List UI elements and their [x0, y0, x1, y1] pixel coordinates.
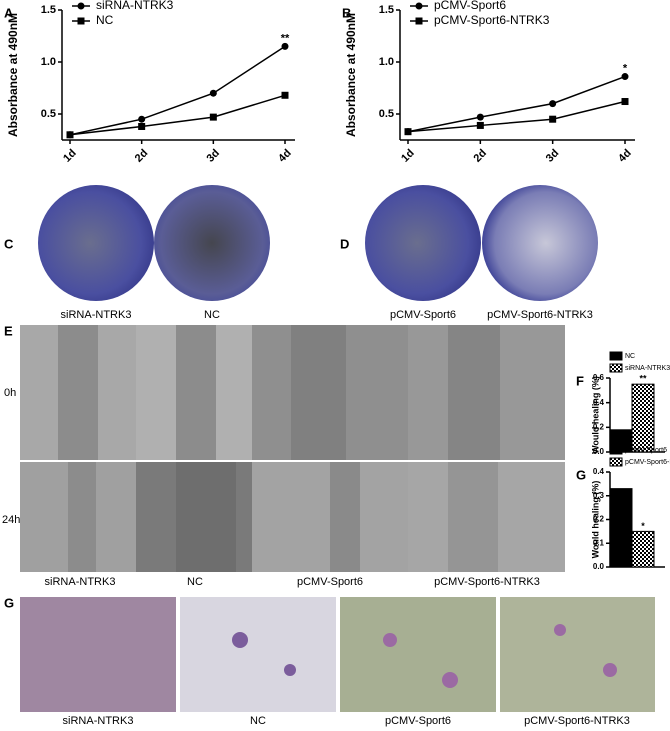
wound-images [20, 325, 565, 572]
legend-swatch [609, 351, 623, 361]
colony-images [38, 185, 598, 301]
annotation: ** [639, 374, 647, 384]
x-tick-label: 4d [616, 147, 634, 165]
y-tick-label: 0.2 [593, 422, 605, 431]
y-tick-label: 0.3 [593, 491, 605, 500]
row-label: 0h [4, 387, 16, 399]
row-label: 24h [2, 514, 20, 526]
panel-label: C [4, 236, 14, 251]
caption: siRNA-NTRK3 [63, 715, 134, 727]
legend-label: NC [625, 353, 635, 360]
point [621, 73, 629, 81]
y-tick-label: 1.5 [379, 4, 394, 16]
y-axis-label: Absorbance at 490nM [6, 13, 20, 137]
annotation: * [623, 62, 628, 74]
y-tick-label: 0.4 [593, 467, 605, 476]
legend-label: pCMV-Sport6-NTRK3 [434, 13, 550, 27]
point [621, 98, 629, 106]
x-tick-label: 3d [204, 147, 222, 165]
x-tick-label: 4d [276, 147, 294, 165]
point [209, 89, 217, 97]
point [281, 91, 289, 99]
legend-marker [77, 2, 85, 10]
y-tick-label: 1.0 [379, 56, 394, 68]
point [138, 115, 146, 123]
panel-label: G [576, 467, 586, 482]
legend-marker [415, 17, 423, 25]
x-tick-label: 3d [544, 147, 562, 165]
caption: siRNA-NTRK3 [45, 576, 116, 588]
legend-swatch [609, 363, 623, 373]
caption: pCMV-Sport6 [390, 309, 456, 321]
bar [609, 488, 633, 568]
y-tick-label: 1.0 [41, 56, 56, 68]
y-tick-label: 0.0 [593, 562, 605, 571]
bar [631, 530, 655, 568]
point [549, 115, 557, 123]
legend-label: NC [96, 13, 114, 27]
y-tick-label: 0.4 [593, 398, 605, 407]
panel-label: E [4, 323, 13, 338]
caption: pCMV-Sport6 [385, 715, 451, 727]
y-tick-label: 1.5 [41, 4, 56, 16]
legend-swatch [609, 457, 623, 467]
legend-label: siRNA-NTRK3 [96, 0, 174, 12]
x-tick-label: 1d [61, 147, 79, 165]
series-line [407, 75, 626, 133]
legend-label: siRNA-NTRK3 [625, 365, 670, 372]
point [281, 42, 289, 50]
x-tick-label: 1d [399, 147, 417, 165]
point [549, 100, 557, 108]
panel-label: D [340, 236, 349, 251]
y-axis-label: Would healing (%) [590, 481, 600, 559]
y-tick-label: 0.5 [41, 108, 56, 120]
y-tick-label: 0.5 [379, 108, 394, 120]
series-line [69, 94, 286, 136]
y-axis-label: Absorbance at 490nM [344, 13, 358, 137]
annotation: ** [281, 32, 290, 44]
transwell-images [20, 597, 655, 712]
y-tick-label: 0.2 [593, 515, 605, 524]
point [404, 128, 412, 136]
legend-marker [77, 17, 85, 25]
panel-label: A [4, 5, 14, 20]
legend-marker [415, 2, 423, 10]
x-tick-label: 2d [133, 147, 151, 165]
panel-label: B [342, 5, 351, 20]
point [476, 113, 484, 121]
caption: pCMV-Sport6 [297, 576, 363, 588]
panel-label: G [4, 595, 14, 610]
point [66, 131, 74, 139]
point [138, 122, 146, 130]
y-tick-label: 0.0 [593, 447, 605, 456]
caption: pCMV-Sport6-NTRK3 [434, 576, 540, 588]
legend-label: pCMV-Sport6-NTRK3 [625, 459, 670, 466]
legend-label: pCMV-Sport6 [434, 0, 506, 12]
panel-label: F [576, 373, 584, 388]
legend-label: pCMV-Sport6 [625, 447, 667, 454]
caption: pCMV-Sport6-NTRK3 [524, 715, 630, 727]
caption: NC [187, 576, 203, 588]
caption: NC [250, 715, 266, 727]
point [476, 121, 484, 129]
legend-swatch [609, 445, 623, 455]
caption: NC [204, 309, 220, 321]
caption: siRNA-NTRK3 [61, 309, 132, 321]
bar [631, 383, 655, 453]
point [209, 113, 217, 121]
caption: pCMV-Sport6-NTRK3 [487, 309, 593, 321]
y-tick-label: 0.1 [593, 538, 605, 547]
series-line [69, 45, 286, 136]
x-tick-label: 2d [471, 147, 489, 165]
y-axis-label: Would healing (%) [590, 376, 600, 454]
y-tick-label: 0.6 [593, 373, 605, 382]
series-line [407, 100, 626, 133]
annotation: * [641, 521, 645, 531]
